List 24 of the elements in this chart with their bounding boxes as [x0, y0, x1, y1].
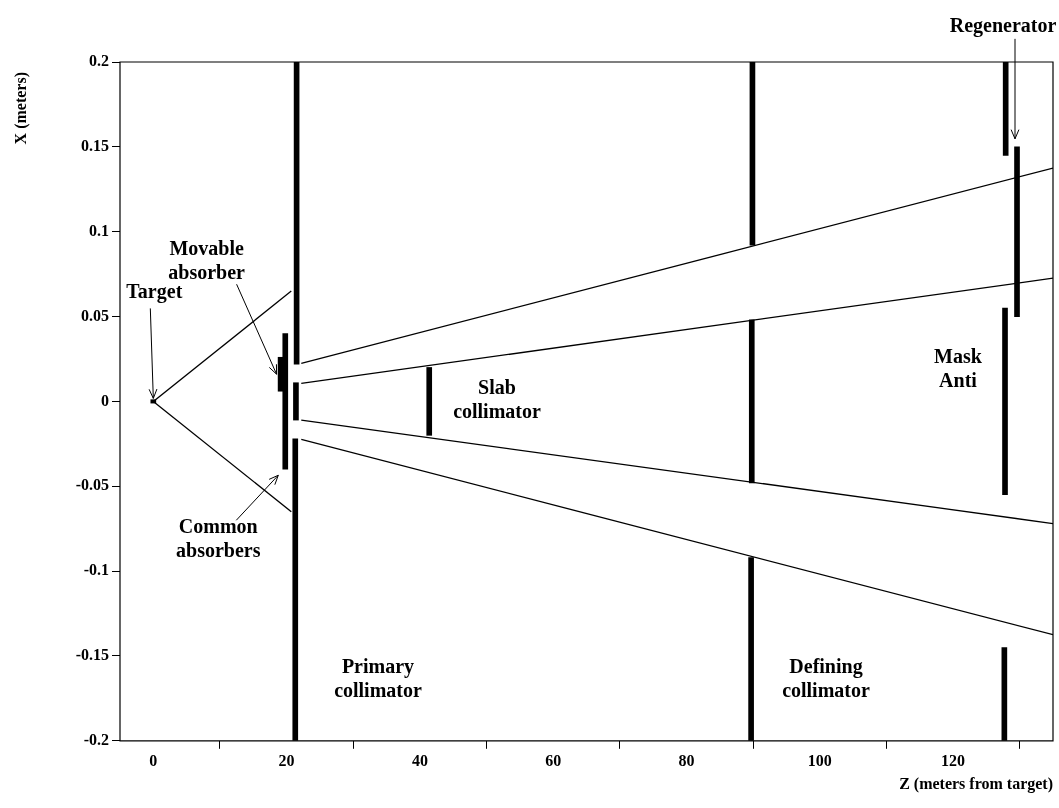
annotation: Mask Anti [934, 345, 983, 392]
y-tick-label: 0 [101, 391, 109, 409]
annotation: Slab collimator [453, 376, 541, 423]
x-axis-title: Z (meters from target) [899, 774, 1053, 793]
y-tick-label: 0.05 [81, 306, 109, 324]
y-tick-label: 0.1 [89, 221, 109, 239]
x-tick-label: 0 [149, 751, 158, 769]
x-tick-label: 120 [941, 751, 966, 769]
x-tick-label: 20 [278, 751, 295, 769]
x-tick-label: 100 [807, 751, 832, 769]
y-tick-label: 0.15 [81, 136, 109, 154]
x-tick-label: 40 [411, 751, 428, 769]
y-tick-label: 0.2 [89, 52, 109, 70]
annotation: Primary collimator [334, 655, 422, 702]
y-axis-title: X (meters) [12, 72, 31, 145]
y-tick-label: -0.05 [75, 476, 109, 494]
y-tick-label: -0.15 [75, 646, 109, 664]
annotation: Regenerator [949, 14, 1057, 38]
y-tick-label: -0.2 [83, 730, 109, 748]
x-tick-label: 60 [545, 751, 562, 769]
annotation: Defining collimator [782, 655, 870, 702]
x-tick-label: 80 [678, 751, 695, 769]
y-tick-label: -0.1 [83, 561, 109, 579]
annotation: Common absorbers [176, 515, 261, 562]
